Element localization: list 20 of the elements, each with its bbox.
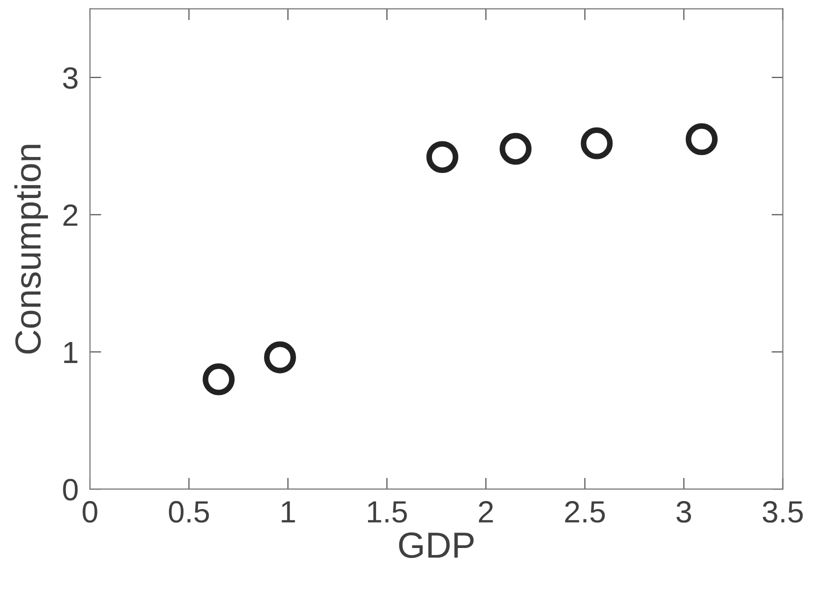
y-axis-title: Consumption bbox=[14, 144, 48, 354]
point bbox=[202, 363, 235, 396]
point bbox=[686, 123, 718, 156]
point bbox=[426, 141, 458, 174]
y-tick-label: 1 bbox=[64, 342, 78, 363]
y-tick-label: 3 bbox=[63, 67, 78, 89]
x-tick-label: 0 bbox=[82, 501, 98, 523]
x-tick-label: 2.5 bbox=[565, 501, 605, 523]
x-tick-label: 2 bbox=[478, 501, 493, 522]
x-tick-label: 3 bbox=[676, 501, 691, 523]
x-tick-label: 3.5 bbox=[762, 501, 803, 523]
y-tick-label: 2 bbox=[63, 204, 78, 226]
point bbox=[580, 127, 613, 160]
y-tick-label: 0 bbox=[63, 478, 78, 500]
x-tick-label: 1 bbox=[282, 501, 295, 522]
x-axis-title: GDP bbox=[399, 532, 474, 558]
point bbox=[500, 132, 532, 165]
x-tick-label: 0.5 bbox=[168, 501, 209, 523]
x-tick-label: 1.5 bbox=[368, 501, 407, 523]
point bbox=[264, 341, 296, 374]
